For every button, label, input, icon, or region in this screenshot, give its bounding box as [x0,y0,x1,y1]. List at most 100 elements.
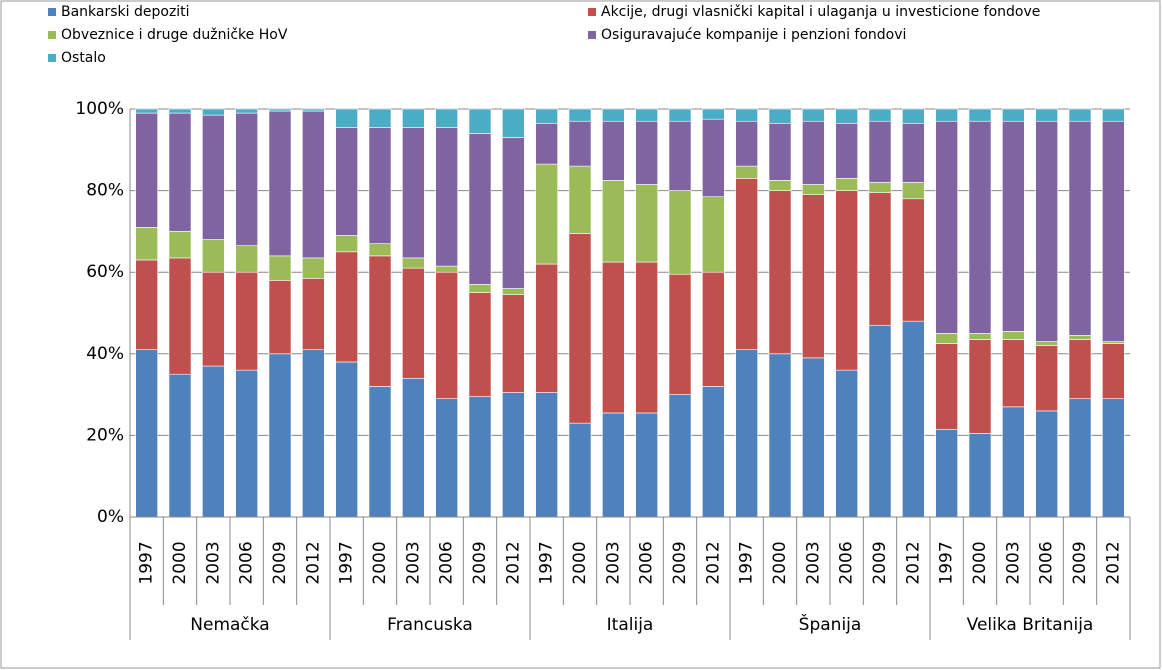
bar-segment [335,361,358,518]
bar-segment [668,190,692,275]
bar-segment [602,261,625,414]
bar-segment [668,108,692,122]
x-tick-label: 2003 [403,541,423,584]
bar-segment [168,112,192,232]
legend-swatch [48,8,56,16]
x-tick-label: 2012 [703,541,723,584]
legend-label: Osiguravajuće kompanije i penzioni fondo… [601,27,906,43]
x-tick-label: 2009 [1070,541,1090,584]
bar-segment [735,120,758,167]
bar-segment [702,108,725,120]
bar-segment [202,114,225,240]
bar-segment [668,273,692,395]
group-label: Španija [799,613,862,635]
bar-segment [835,122,858,179]
bar-segment [502,288,525,295]
bar-segment [435,271,458,399]
bar-segment [435,398,458,518]
bar-segment [768,108,792,124]
bar-segment [868,324,892,518]
bar-segment [568,422,592,518]
bar-segment [935,333,958,344]
bar-segment [135,349,158,518]
bar-segment [1102,108,1125,122]
bar-segment [1102,343,1125,399]
bar-segment [702,386,725,518]
bar-segment [702,196,725,273]
bar-segment [468,133,492,285]
x-tick-label: 2012 [1103,541,1123,584]
bar-segment [368,243,392,257]
x-tick-label: 2006 [437,541,457,584]
x-tick-label: 1997 [737,541,757,584]
x-tick-label: 1997 [937,541,957,584]
bar-segment [368,255,392,387]
bar-segment [802,120,825,185]
bar-segment [535,122,558,165]
bar-segment [702,271,725,387]
x-tick-label: 2003 [603,541,623,584]
bar-segment [468,292,492,397]
legend-swatch [48,31,56,39]
bar-segment [935,428,958,518]
bar-segment [602,120,625,181]
y-tick-label: 100% [75,99,124,119]
legend-label: Ostalo [61,50,106,66]
bar-segment [568,120,592,167]
bar-segment [135,108,158,114]
bar-segment [902,122,925,183]
y-tick-label: 60% [86,262,124,282]
bar-segment [635,108,658,122]
bar-segment [902,182,925,200]
bar-segment [635,261,658,414]
bar-segment [135,112,158,228]
bar-segment [402,108,425,128]
bar-segment [1068,335,1092,340]
bar-segment [535,392,558,518]
bar-segment [535,263,558,393]
x-tick-label: 2000 [170,541,190,584]
bar-segment [568,165,592,234]
x-tick-label: 2000 [370,541,390,584]
bar-segment [402,257,425,269]
bar-segment [868,108,892,122]
bar-segment [302,278,325,351]
bar-segment [968,108,992,122]
bar-segment [502,392,525,518]
bar-segment [435,127,458,267]
bar-segment [835,108,858,124]
bar-segment [268,108,292,112]
bar-segment [235,245,258,273]
bar-segment [868,192,892,326]
bar-segment [302,108,325,112]
bar-segment [335,251,358,363]
legend-label: Obveznice i druge dužničke HoV [61,27,288,43]
bar-segment [968,433,992,518]
bar-segment [968,333,992,340]
bar-segment [1068,120,1092,336]
x-tick-label: 1997 [537,541,557,584]
x-tick-label: 2009 [470,541,490,584]
bar-segment [368,108,392,128]
x-tick-label: 2006 [837,541,857,584]
bar-segment [268,280,292,355]
bar-segment [502,137,525,289]
bar-segment [1002,406,1025,518]
bar-segment [568,233,592,424]
bar-segment [302,349,325,518]
y-tick-label: 40% [86,344,124,364]
bar-segment [735,349,758,518]
bar-segment [635,184,658,263]
bar-segment [268,110,292,257]
bar-segment [902,108,925,124]
bar-segment [768,122,792,181]
bar-segment [535,163,558,265]
bar-segment [335,127,358,236]
x-tick-label: 2003 [1003,541,1023,584]
bar-segment [1035,345,1058,412]
bar-segment [1035,410,1058,518]
bar-segment [635,412,658,518]
group-label: Italija [607,615,654,635]
x-tick-label: 2006 [1037,541,1057,584]
